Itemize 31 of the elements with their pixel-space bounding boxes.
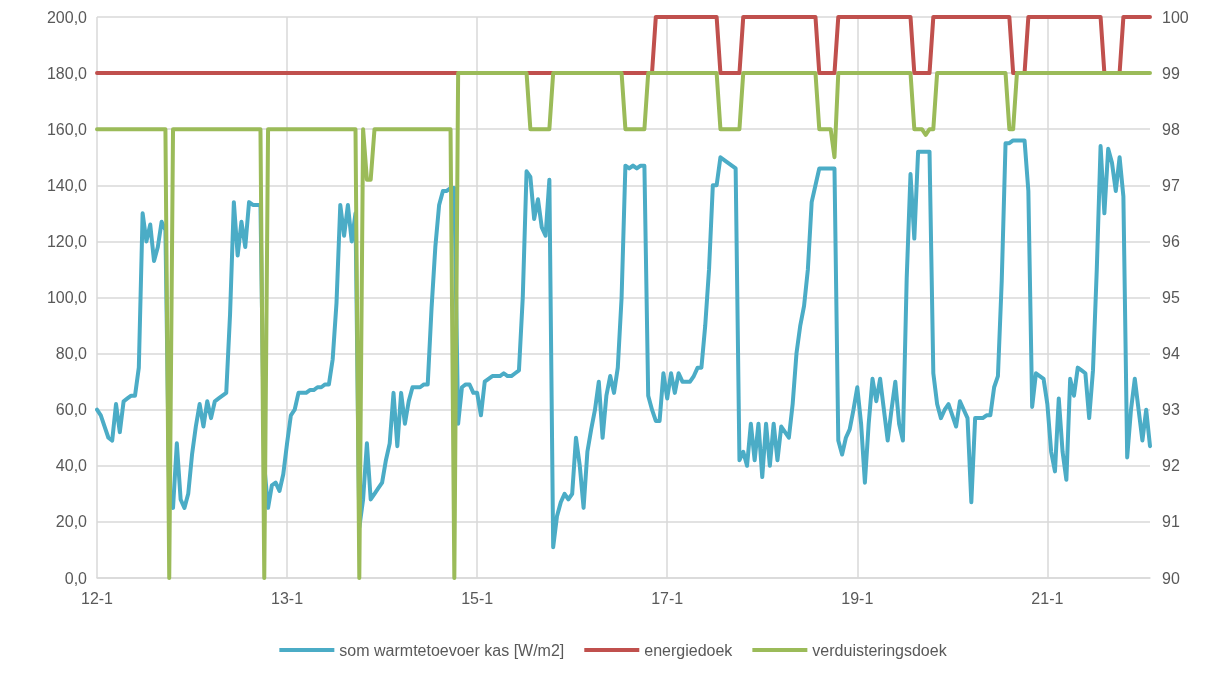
y2-tick-label: 92 xyxy=(1162,457,1180,475)
legend-label: energiedoek xyxy=(644,641,734,659)
y-tick-label: 40,0 xyxy=(55,457,88,475)
y2-tick-label: 90 xyxy=(1162,569,1180,587)
y-tick-label: 60,0 xyxy=(55,401,88,419)
y2-tick-label: 93 xyxy=(1162,401,1180,419)
y-tick-label: 120,0 xyxy=(46,232,88,250)
y-tick-label: 160,0 xyxy=(46,120,88,138)
y2-tick-label: 96 xyxy=(1162,232,1180,250)
x-tick-label: 12-1 xyxy=(80,589,114,607)
y2-tick-label: 95 xyxy=(1162,289,1180,306)
y2-tick-label: 98 xyxy=(1162,120,1180,138)
y2-tick-label: 99 xyxy=(1162,64,1180,82)
x-tick-label: 17-1 xyxy=(651,589,684,607)
y-tick-label: 80,0 xyxy=(55,345,88,363)
y-tick-label: 180,0 xyxy=(46,64,88,82)
y-tick-label: 20,0 xyxy=(55,513,88,531)
x-tick-label: 19-1 xyxy=(841,589,874,607)
x-tick-label: 13-1 xyxy=(271,589,304,607)
x-tick-label: 15-1 xyxy=(461,589,494,607)
y2-tick-label: 94 xyxy=(1162,345,1180,363)
y-tick-label: 140,0 xyxy=(46,176,88,194)
legend-label: som warmtetoevoer kas [W/m2] xyxy=(339,641,565,659)
y-tick-label: 100,0 xyxy=(46,289,88,306)
y2-tick-label: 97 xyxy=(1162,176,1180,194)
y2-tick-label: 100 xyxy=(1162,8,1189,26)
y-tick-label: 200,0 xyxy=(46,8,88,26)
x-tick-label: 21-1 xyxy=(1031,589,1064,607)
y-tick-label: 0,0 xyxy=(64,569,88,587)
y2-tick-label: 91 xyxy=(1162,513,1180,531)
legend-label: verduisteringsdoek xyxy=(812,641,948,659)
